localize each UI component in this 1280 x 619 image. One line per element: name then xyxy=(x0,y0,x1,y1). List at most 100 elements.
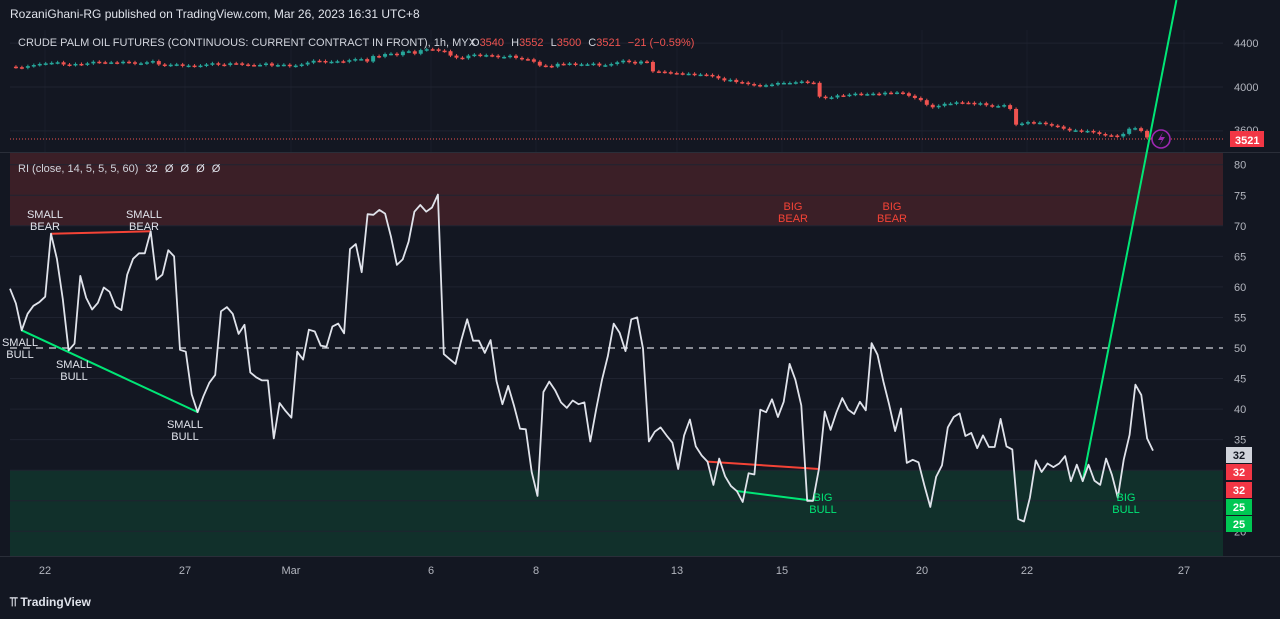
candle xyxy=(442,50,447,53)
rsi-value-badge-bg xyxy=(1226,464,1252,480)
candle xyxy=(514,55,519,58)
candle xyxy=(519,57,524,60)
candle xyxy=(549,65,554,68)
candle xyxy=(287,64,292,67)
candle xyxy=(680,73,685,75)
candle xyxy=(198,65,203,68)
time-axis: 22 27 Mar 6 8 13 15 20 22 27 xyxy=(39,565,1190,577)
candle xyxy=(841,95,846,97)
candle xyxy=(781,82,786,85)
candle xyxy=(49,62,54,65)
rsi-tick: 80 xyxy=(1234,160,1246,172)
candle xyxy=(847,94,852,97)
open-value: 3540 xyxy=(480,37,504,49)
rsi-value-badge: 32 xyxy=(1233,450,1245,462)
candle xyxy=(912,95,917,98)
candle xyxy=(656,71,661,73)
rsi-value-badge-bg xyxy=(1226,447,1252,463)
candle xyxy=(871,93,876,96)
candle xyxy=(353,59,358,61)
bear-divergence-line xyxy=(51,230,151,235)
candle xyxy=(1127,128,1132,134)
candle xyxy=(383,54,388,57)
candle xyxy=(216,63,221,65)
divergence-label: BULL xyxy=(171,431,199,443)
candle xyxy=(269,63,274,66)
candle xyxy=(567,63,572,66)
candle xyxy=(990,105,995,107)
time-tick: 20 xyxy=(916,565,928,577)
candle xyxy=(930,104,935,108)
rsi-legend-na: Ø xyxy=(196,163,205,175)
candle xyxy=(1097,132,1102,134)
candle xyxy=(79,63,84,66)
candle xyxy=(698,74,703,77)
candle xyxy=(585,64,590,66)
candle xyxy=(448,51,453,56)
candle xyxy=(996,106,1001,108)
candle xyxy=(525,59,530,61)
rsi-tick: 35 xyxy=(1234,435,1246,447)
candle xyxy=(716,76,721,79)
candle xyxy=(597,63,602,66)
rsi-tick: 45 xyxy=(1234,374,1246,386)
candle xyxy=(555,63,560,67)
candle xyxy=(246,64,251,66)
bull-divergence-line xyxy=(21,329,198,414)
candle xyxy=(686,73,691,76)
candle xyxy=(1079,130,1084,132)
divergence-label: SMALL xyxy=(126,209,162,221)
candle xyxy=(204,64,209,66)
candle xyxy=(960,102,965,104)
candle xyxy=(633,61,638,64)
divergence-label: SMALL xyxy=(167,419,203,431)
candle xyxy=(180,64,185,66)
divergence-lines xyxy=(21,0,1178,502)
time-tick: 27 xyxy=(1178,565,1190,577)
candle xyxy=(1049,124,1054,126)
candle xyxy=(740,82,745,84)
candle xyxy=(281,64,286,67)
tradingview-brand[interactable]: ⫪ TradingView xyxy=(10,594,91,610)
candle xyxy=(347,60,352,62)
rsi-legend-na: Ø xyxy=(212,163,221,175)
candle xyxy=(662,71,667,74)
candle xyxy=(1145,130,1150,138)
candle xyxy=(436,49,441,51)
candle xyxy=(644,61,649,64)
candle xyxy=(918,97,923,101)
time-tick: Mar xyxy=(282,565,301,577)
candle xyxy=(299,64,304,66)
candle xyxy=(508,55,513,58)
price-tick: 4400 xyxy=(1234,38,1258,50)
candle xyxy=(1121,133,1126,137)
candle xyxy=(97,61,102,64)
price-pane[interactable] xyxy=(10,30,1223,152)
rsi-line xyxy=(9,193,1154,523)
candle xyxy=(746,82,751,85)
candle xyxy=(1043,122,1048,125)
rsi-value-badge: 25 xyxy=(1233,502,1245,514)
candle xyxy=(460,57,465,60)
alert-icon[interactable] xyxy=(1151,129,1171,149)
candle xyxy=(1031,122,1036,124)
candle xyxy=(156,61,161,65)
candle xyxy=(394,53,399,56)
divergence-label: BEAR xyxy=(877,213,907,225)
candle xyxy=(543,65,548,68)
rsi-value-badge-bg xyxy=(1226,516,1252,532)
candle xyxy=(710,74,715,77)
candle xyxy=(1073,130,1078,132)
candle xyxy=(615,62,620,65)
candle xyxy=(37,63,42,66)
candle xyxy=(942,103,947,106)
candle xyxy=(877,93,882,96)
candle xyxy=(1067,128,1072,131)
candle xyxy=(1020,123,1025,126)
candle xyxy=(502,56,507,59)
time-tick: 8 xyxy=(533,565,539,577)
candle xyxy=(144,62,149,64)
candle xyxy=(192,65,197,68)
